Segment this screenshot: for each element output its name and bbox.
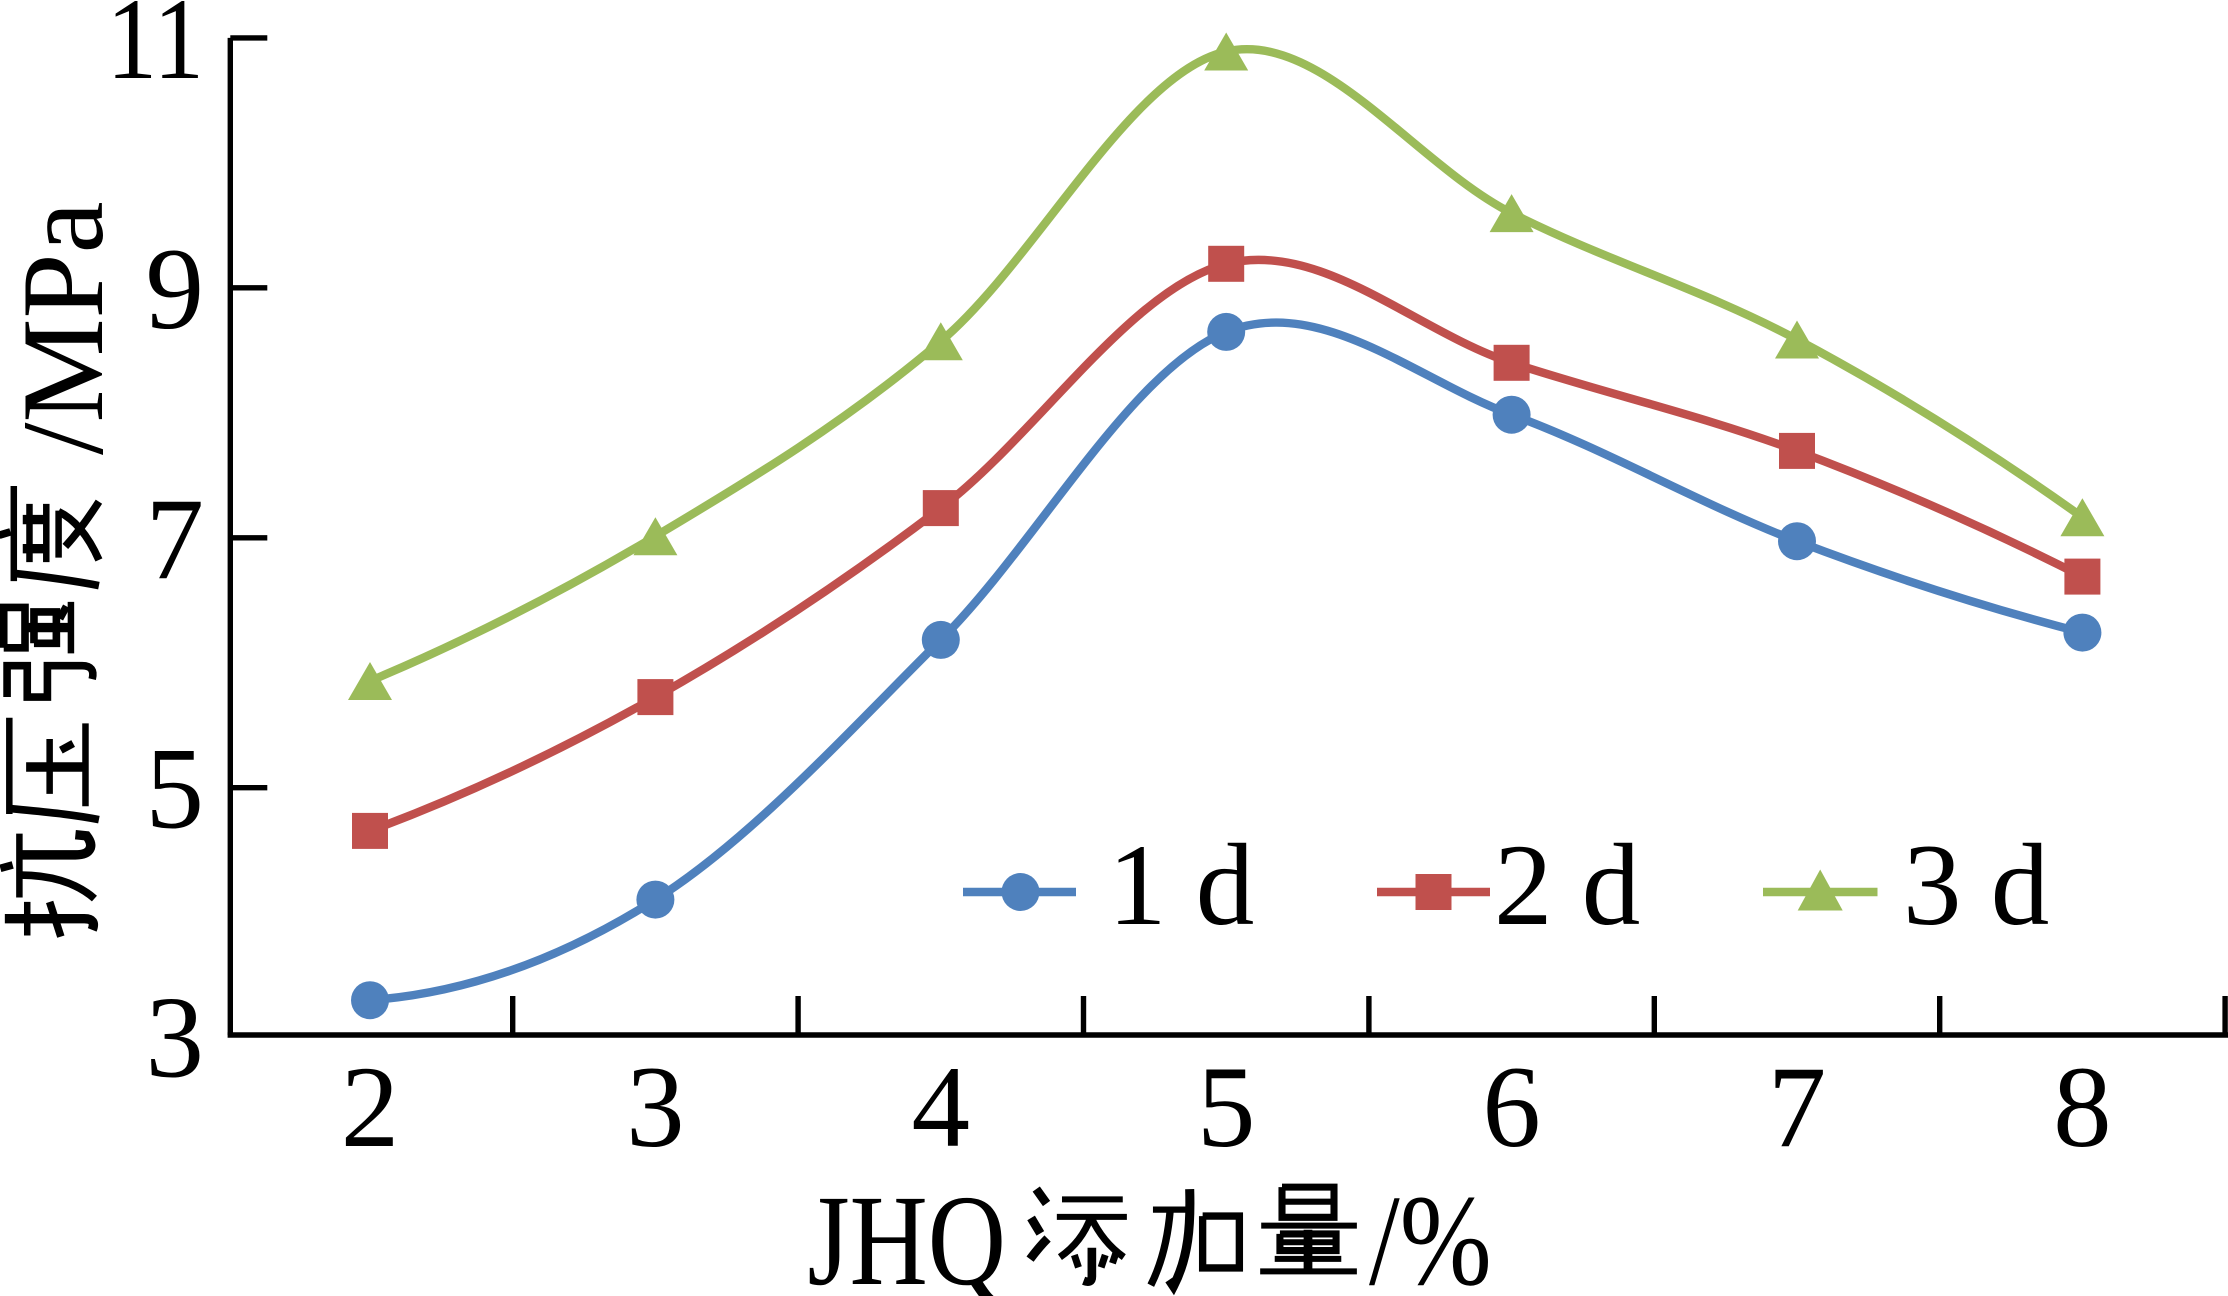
- svg-text:5: 5: [1197, 1043, 1256, 1172]
- svg-text:2 d: 2 d: [1494, 821, 1640, 950]
- svg-text:9: 9: [146, 225, 205, 354]
- svg-text:11: 11: [107, 0, 204, 104]
- svg-text:JHQ: JHQ: [808, 1168, 1006, 1296]
- svg-text:/MPa: /MPa: [0, 201, 128, 455]
- svg-text:8: 8: [2053, 1043, 2112, 1172]
- svg-text:2: 2: [341, 1043, 400, 1172]
- svg-text:3: 3: [626, 1043, 685, 1172]
- svg-text:3: 3: [146, 974, 205, 1103]
- svg-text:7: 7: [1768, 1043, 1827, 1172]
- svg-text:/%: /%: [1369, 1169, 1492, 1296]
- svg-text:6: 6: [1482, 1043, 1541, 1172]
- svg-text:5: 5: [146, 725, 205, 854]
- svg-text:7: 7: [146, 475, 205, 604]
- svg-text:3 d: 3 d: [1903, 821, 2049, 950]
- svg-text:1 d: 1 d: [1108, 821, 1254, 950]
- svg-text:4: 4: [912, 1043, 971, 1172]
